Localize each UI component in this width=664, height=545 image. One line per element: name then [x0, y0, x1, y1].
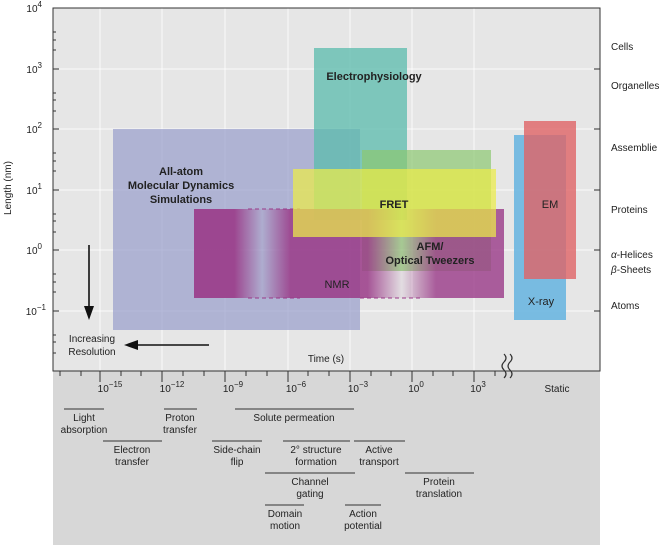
- fret-label: FRET: [380, 199, 409, 211]
- em-label: EM: [542, 199, 559, 211]
- x-axis-tick-labels: 10−15 10−12 10−9 10−6 10−3 100 103: [98, 380, 487, 395]
- right-scale-ticks: [594, 68, 600, 312]
- scale-label-atoms: Atoms: [611, 301, 639, 312]
- x-axis-label: Time (s): [308, 354, 344, 365]
- process-protein-translation: Protein: [423, 477, 455, 488]
- process-electron-transfer: Electron: [114, 445, 151, 456]
- process-protein-translation: translation: [416, 489, 462, 500]
- process-structure-formation: 2° structure: [290, 445, 342, 456]
- process-side-chain-flip: Side-chain: [213, 445, 260, 456]
- xray-label: X-ray: [528, 296, 555, 308]
- process-solute-permeation: Solute permeation: [253, 413, 334, 424]
- y-tick-label: 10−1: [26, 303, 47, 318]
- process-active-transport: Active: [365, 445, 393, 456]
- resolution-label-line-1: Increasing: [69, 334, 115, 345]
- y-tick-label: 100: [26, 242, 42, 257]
- afm-label-line-2: Optical Tweezers: [385, 255, 474, 267]
- process-channel-gating: Channel: [291, 477, 328, 488]
- resolution-arrows: [84, 245, 209, 350]
- resolution-label-line-2: Resolution: [68, 347, 115, 358]
- timeline-background: [53, 371, 600, 545]
- md-label-line-2: Molecular Dynamics: [128, 180, 234, 192]
- fret-region: [293, 169, 496, 237]
- y-axis-label: Length (nm): [3, 161, 14, 215]
- em-region: [524, 121, 576, 279]
- y-tick-label: 104: [26, 0, 42, 15]
- nmr-label: NMR: [324, 279, 349, 291]
- x-axis-static-label: Static: [544, 384, 569, 395]
- process-labels: Light absorption Proton transfer Solute …: [61, 413, 462, 532]
- right-scale-labels: Cells Organelles Assemblie Proteins α-He…: [610, 42, 659, 312]
- x-tick-label: 100: [408, 380, 424, 395]
- electrophysiology-label: Electrophysiology: [326, 71, 422, 83]
- axis-break-marks: [501, 353, 513, 379]
- y-tick-label: 102: [26, 121, 42, 136]
- process-light-absorption: absorption: [61, 425, 108, 436]
- process-action-potential: potential: [344, 521, 382, 532]
- process-domain-motion: motion: [270, 521, 300, 532]
- process-light-absorption: Light: [73, 413, 95, 424]
- process-domain-motion: Domain: [268, 509, 302, 520]
- process-structure-formation: formation: [295, 457, 337, 468]
- scale-label-helices: α-Helices: [611, 250, 653, 261]
- x-tick-label: 10−12: [160, 380, 185, 395]
- process-proton-transfer: Proton: [165, 413, 194, 424]
- process-action-potential: Action: [349, 509, 377, 520]
- x-tick-label: 103: [470, 380, 486, 395]
- afm-label: AFM/ Optical Tweezers: [385, 241, 474, 267]
- scale-label-sheets: β-Sheets: [610, 265, 651, 276]
- process-electron-transfer: transfer: [115, 457, 150, 468]
- process-side-chain-flip: flip: [231, 457, 244, 468]
- y-axis-ticks: [53, 7, 59, 354]
- md-label: All-atom Molecular Dynamics Simulations: [128, 166, 234, 206]
- process-active-transport: transport: [359, 457, 399, 468]
- scale-label-cells: Cells: [611, 42, 633, 53]
- scale-label-proteins: Proteins: [611, 205, 648, 216]
- x-tick-label: 10−9: [223, 380, 244, 395]
- x-tick-label: 10−15: [98, 380, 123, 395]
- x-tick-label: 10−3: [348, 380, 369, 395]
- y-axis-tick-labels: 104 103 102 101 100 10−1: [26, 0, 47, 318]
- y-tick-label: 103: [26, 61, 42, 76]
- scale-label-organelles: Organelles: [611, 81, 659, 92]
- process-bars: [64, 408, 474, 506]
- x-tick-label: 10−6: [286, 380, 307, 395]
- y-tick-label: 101: [26, 182, 42, 197]
- scale-label-assemblies: Assemblie: [611, 143, 658, 154]
- x-axis-ruler: [59, 371, 496, 382]
- md-label-line-3: Simulations: [150, 194, 212, 206]
- afm-label-line-1: AFM/: [417, 241, 444, 253]
- process-proton-transfer: transfer: [163, 425, 198, 436]
- md-label-line-1: All-atom: [159, 166, 203, 178]
- process-channel-gating: gating: [296, 489, 323, 500]
